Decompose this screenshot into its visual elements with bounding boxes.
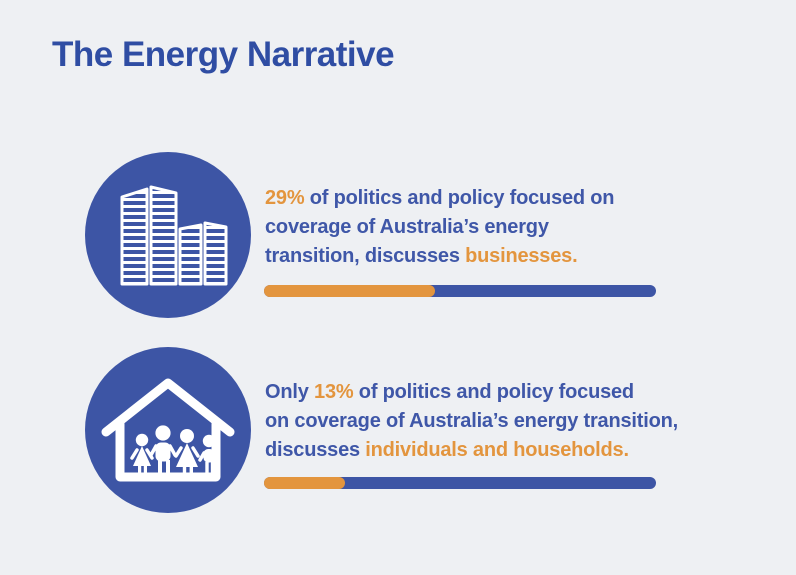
progress-bar-fill-households — [264, 477, 346, 489]
households-icon-circle — [85, 347, 251, 513]
stat-line: Only 13% of politics and policy focused — [265, 378, 678, 407]
stat-highlight: individuals and households. — [365, 439, 629, 461]
stat-text-segment: Only — [265, 381, 315, 403]
progress-bar-households — [264, 477, 656, 489]
stat-text-businesses: 29% of politics and policy focused on co… — [265, 184, 615, 271]
progress-bar-fill-businesses — [264, 285, 435, 297]
stat-text-segment: transition, discusses — [265, 245, 466, 267]
stat-text-households: Only 13% of politics and policy focused … — [265, 378, 678, 465]
stat-text-segment: of politics and policy focused — [353, 381, 634, 403]
page-title: The Energy Narrative — [52, 35, 395, 74]
stat-text-segment: of politics and policy focused on — [304, 187, 615, 209]
progress-bar-businesses — [264, 285, 656, 297]
buildings-icon — [120, 185, 228, 286]
stat-highlight: businesses. — [465, 245, 578, 267]
stat-percent: 29% — [265, 187, 305, 209]
stat-text-segment: coverage of Australia’s energy — [265, 216, 549, 238]
stat-line: discusses individuals and households. — [265, 436, 678, 465]
stat-line: 29% of politics and policy focused on — [265, 184, 615, 213]
stat-text-segment: discusses — [265, 439, 366, 461]
stat-line: transition, discusses businesses. — [265, 242, 614, 271]
stat-percent: 13% — [314, 381, 354, 403]
stat-line: coverage of Australia’s energy — [265, 213, 614, 242]
stat-line: on coverage of Australia’s energy transi… — [265, 407, 678, 436]
house-family-icon — [101, 378, 235, 482]
stat-text-segment: on coverage of Australia’s energy transi… — [265, 410, 678, 432]
businesses-icon-circle — [85, 152, 251, 318]
